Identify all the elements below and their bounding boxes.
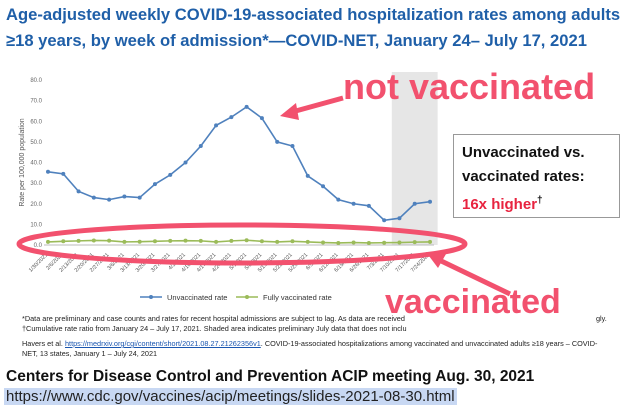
footnote-2: †Cumulative rate ratio from January 24 –… <box>22 324 407 333</box>
data-point <box>428 199 432 204</box>
y-tick-label: 40.0 <box>30 161 42 167</box>
citation-link[interactable]: https://medrxiv.org/cgi/content/short/20… <box>65 339 261 348</box>
series-line <box>47 239 431 244</box>
data-point <box>259 239 264 244</box>
callout-line-1: Unvaccinated vs. <box>462 144 585 161</box>
data-point <box>61 171 66 176</box>
data-point <box>152 239 157 244</box>
y-tick-label: 80.0 <box>30 78 42 84</box>
data-point <box>229 115 234 120</box>
data-point <box>122 194 127 199</box>
y-tick-label: 60.0 <box>30 119 42 125</box>
source-url[interactable]: https://www.cdc.gov/vaccines/acip/meetin… <box>4 388 457 405</box>
data-point <box>214 123 219 128</box>
legend-label: Unvaccinated rate <box>167 293 227 302</box>
data-point <box>397 216 402 221</box>
data-point <box>244 104 249 109</box>
series-line <box>47 105 431 222</box>
data-point <box>275 239 280 244</box>
footnote-1: *Data are preliminary and case counts an… <box>22 314 607 323</box>
data-point <box>152 182 157 187</box>
footnote-1-end: gly. <box>596 314 607 323</box>
data-point <box>137 239 142 244</box>
callout-line-3: 16x higher† <box>462 189 611 217</box>
data-point <box>336 197 341 202</box>
data-point <box>366 240 371 245</box>
callout-line-2: vaccinated rates: <box>462 168 585 185</box>
data-point <box>229 238 234 243</box>
data-point <box>428 239 432 244</box>
legend-label: Fully vaccinated rate <box>263 293 332 302</box>
vaccinated-arrow-head <box>426 252 446 268</box>
not-vaccinated-arrow-head <box>280 103 299 120</box>
data-point <box>366 203 371 208</box>
citation: Havers et al. https://medrxiv.org/cgi/co… <box>22 339 602 359</box>
data-point <box>351 240 356 245</box>
data-point <box>321 184 326 189</box>
data-point <box>397 240 402 245</box>
legend: Unvaccinated rate Fully vaccinated rate <box>140 293 332 302</box>
y-axis-label: Rate per 100,000 population <box>19 118 26 206</box>
y-axis: 0.0 10.0 20.0 30.0 40.0 50.0 60.0 70.0 80.0 <box>30 78 42 249</box>
vaccinated-label: vaccinated <box>385 283 561 321</box>
legend-marker <box>149 295 153 299</box>
data-point <box>76 189 81 194</box>
data-point <box>321 240 326 245</box>
data-point <box>198 238 203 243</box>
data-point <box>137 195 142 200</box>
data-point <box>168 172 173 177</box>
y-tick-label: 10.0 <box>30 222 42 228</box>
y-tick-label: 50.0 <box>30 140 42 146</box>
data-point <box>61 239 66 244</box>
data-point <box>382 240 387 245</box>
data-point <box>244 238 249 243</box>
data-point <box>412 201 417 206</box>
data-point <box>198 144 203 148</box>
y-tick-label: 0.0 <box>34 243 43 249</box>
line-chart: 0.010.020.030.040.050.060.070.080.0 1/30… <box>16 72 512 302</box>
callout-dagger: † <box>537 195 543 206</box>
vaccinated-highlight-ellipse <box>16 222 468 266</box>
data-point <box>412 240 417 245</box>
data-point <box>107 197 112 202</box>
citation-text: . COVID-19-associated hospitalizations a… <box>22 339 598 358</box>
not-vaccinated-arrow-line <box>291 95 344 115</box>
data-point <box>336 240 341 245</box>
data-point <box>122 239 127 244</box>
series-group <box>46 104 432 245</box>
data-point <box>382 218 387 223</box>
y-tick-label: 70.0 <box>30 99 42 105</box>
data-point <box>305 239 310 244</box>
not-vaccinated-label: not vaccinated <box>343 66 596 107</box>
data-point <box>290 239 295 244</box>
data-point <box>46 239 50 244</box>
vaccinated-arrow-line <box>433 255 512 297</box>
data-point <box>107 238 112 243</box>
data-point <box>351 201 356 206</box>
data-point <box>91 195 96 200</box>
citation-prefix: Havers et al. <box>22 339 63 348</box>
data-point <box>290 144 295 148</box>
data-point <box>91 238 96 243</box>
source-title: Centers for Disease Control and Preventi… <box>6 368 535 385</box>
data-point <box>259 116 264 121</box>
data-point <box>275 139 280 144</box>
data-point <box>183 160 188 165</box>
rate-ratio-callout: Unvaccinated vs. vaccinated rates: 16x h… <box>453 134 620 218</box>
data-point <box>214 239 219 244</box>
footnote-1-text: *Data are preliminary and case counts an… <box>22 314 405 323</box>
y-tick-label: 20.0 <box>30 202 42 208</box>
legend-marker <box>245 295 249 299</box>
preliminary-data-shade <box>391 72 438 245</box>
data-point <box>76 238 81 243</box>
data-point <box>168 238 173 243</box>
chart-title: Age-adjusted weekly COVID-19-associated … <box>6 5 621 50</box>
data-point <box>305 173 310 178</box>
y-tick-label: 30.0 <box>30 181 42 187</box>
callout-ratio: 16x higher <box>462 196 538 213</box>
data-point <box>46 169 50 174</box>
data-point <box>183 238 188 243</box>
